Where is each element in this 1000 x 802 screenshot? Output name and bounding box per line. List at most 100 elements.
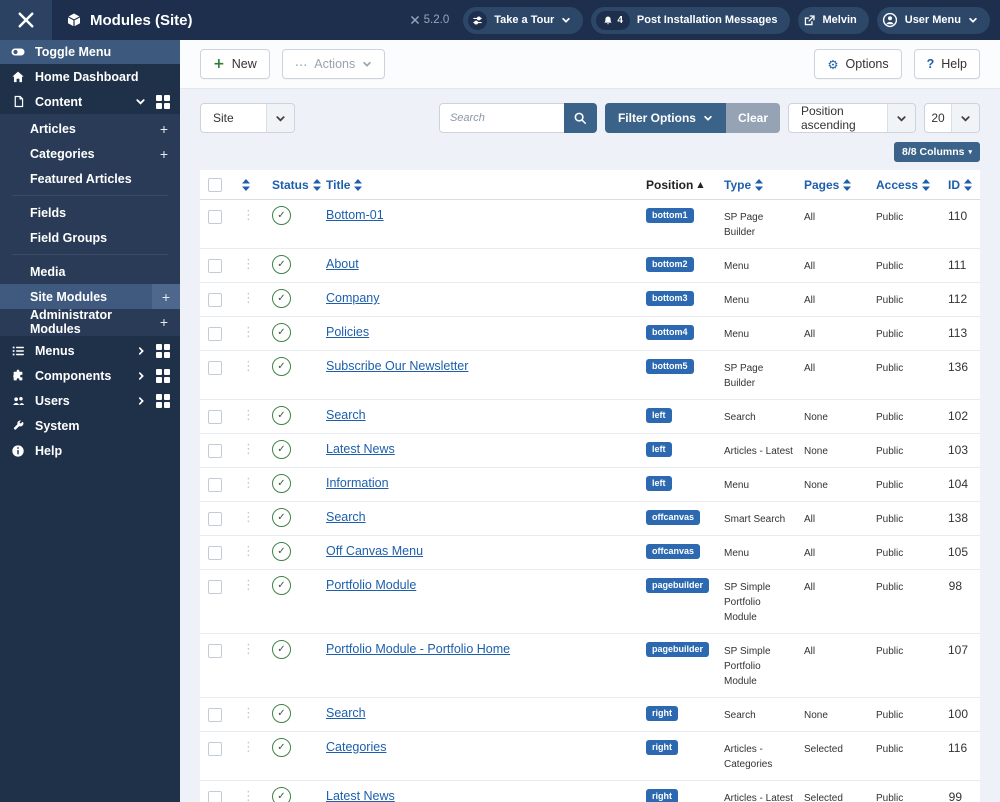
- column-header-type[interactable]: Type: [724, 178, 804, 192]
- row-checkbox[interactable]: [208, 708, 222, 722]
- status-published-icon[interactable]: ✓: [272, 738, 291, 757]
- status-published-icon[interactable]: ✓: [272, 255, 291, 274]
- row-checkbox[interactable]: [208, 293, 222, 307]
- row-checkbox[interactable]: [208, 791, 222, 802]
- drag-handle-icon[interactable]: ⋮: [242, 740, 255, 755]
- sidebar-item-field-groups[interactable]: Field Groups: [30, 230, 108, 245]
- module-title-link[interactable]: Subscribe Our Newsletter: [326, 359, 469, 373]
- module-title-link[interactable]: Information: [326, 476, 389, 490]
- sidebar-item-menus[interactable]: Menus: [0, 338, 180, 363]
- drag-handle-icon[interactable]: ⋮: [242, 208, 255, 223]
- toggle-menu-button[interactable]: Toggle Menu: [0, 40, 180, 64]
- row-checkbox[interactable]: [208, 644, 222, 658]
- sidebar-item-components[interactable]: Components: [0, 363, 180, 388]
- add-category-icon[interactable]: +: [159, 145, 168, 162]
- add-site-module-icon[interactable]: +: [161, 288, 171, 305]
- status-published-icon[interactable]: ✓: [272, 406, 291, 425]
- columns-toggle-button[interactable]: 8/8 Columns ▾: [894, 142, 980, 162]
- joomla-logo-button[interactable]: [0, 0, 52, 40]
- module-title-link[interactable]: Search: [326, 706, 366, 720]
- row-checkbox[interactable]: [208, 361, 222, 375]
- row-checkbox[interactable]: [208, 546, 222, 560]
- sidebar-item-fields[interactable]: Fields: [30, 205, 67, 220]
- drag-handle-icon[interactable]: ⋮: [242, 325, 255, 340]
- drag-handle-icon[interactable]: ⋮: [242, 408, 255, 423]
- drag-handle-icon[interactable]: ⋮: [242, 476, 255, 491]
- sidebar-item-users[interactable]: Users: [0, 388, 180, 413]
- column-header-title[interactable]: Title: [326, 178, 646, 192]
- select-all-checkbox[interactable]: [208, 177, 222, 192]
- status-published-icon[interactable]: ✓: [272, 640, 291, 659]
- sidebar-item-system[interactable]: System: [0, 413, 180, 438]
- module-title-link[interactable]: Off Canvas Menu: [326, 544, 424, 558]
- row-checkbox[interactable]: [208, 327, 222, 341]
- content-dashboard-icon[interactable]: [156, 94, 170, 109]
- status-published-icon[interactable]: ✓: [272, 440, 291, 459]
- sidebar-item-content[interactable]: Content: [0, 89, 180, 114]
- menus-dashboard-icon[interactable]: [156, 343, 170, 358]
- status-published-icon[interactable]: ✓: [272, 704, 291, 723]
- status-published-icon[interactable]: ✓: [272, 508, 291, 527]
- drag-handle-icon[interactable]: ⋮: [242, 578, 255, 593]
- new-button[interactable]: + New: [200, 49, 270, 79]
- status-published-icon[interactable]: ✓: [272, 323, 291, 342]
- row-checkbox[interactable]: [208, 742, 222, 756]
- add-administrator-module-icon[interactable]: +: [159, 313, 168, 330]
- module-title-link[interactable]: Policies: [326, 325, 370, 339]
- search-input[interactable]: [438, 103, 564, 133]
- row-checkbox[interactable]: [208, 444, 222, 458]
- column-header-pages[interactable]: Pages: [804, 178, 876, 192]
- module-title-link[interactable]: Portfolio Module - Portfolio Home: [326, 642, 511, 656]
- status-published-icon[interactable]: ✓: [272, 787, 291, 802]
- column-header-status[interactable]: Status: [272, 178, 326, 192]
- status-published-icon[interactable]: ✓: [272, 474, 291, 493]
- column-header-id[interactable]: ID: [948, 178, 982, 192]
- row-checkbox[interactable]: [208, 512, 222, 526]
- module-title-link[interactable]: Bottom-01: [326, 208, 384, 222]
- drag-handle-icon[interactable]: ⋮: [242, 257, 255, 272]
- user-menu-button[interactable]: User Menu: [876, 6, 990, 34]
- users-dashboard-icon[interactable]: [156, 393, 170, 408]
- drag-handle-icon[interactable]: ⋮: [242, 291, 255, 306]
- preview-site-button[interactable]: Melvin: [797, 6, 869, 34]
- sidebar-item-home-dashboard[interactable]: Home Dashboard: [0, 64, 180, 89]
- sidebar-item-administrator-modules[interactable]: Administrator Modules +: [30, 307, 168, 336]
- sidebar-item-categories[interactable]: Categories +: [30, 145, 168, 162]
- components-dashboard-icon[interactable]: [156, 368, 170, 383]
- module-title-link[interactable]: Search: [326, 408, 366, 422]
- row-checkbox[interactable]: [208, 478, 222, 492]
- module-title-link[interactable]: Search: [326, 510, 366, 524]
- post-installation-messages-button[interactable]: 4 Post Installation Messages: [591, 6, 790, 34]
- status-published-icon[interactable]: ✓: [272, 357, 291, 376]
- sidebar-item-media[interactable]: Media: [30, 264, 66, 279]
- module-title-link[interactable]: Categories: [326, 740, 387, 754]
- row-checkbox[interactable]: [208, 259, 222, 273]
- status-published-icon[interactable]: ✓: [272, 542, 291, 561]
- list-limit-select[interactable]: 20: [924, 103, 980, 133]
- drag-handle-icon[interactable]: ⋮: [242, 789, 255, 802]
- module-title-link[interactable]: Portfolio Module: [326, 578, 417, 592]
- options-button[interactable]: ⚙ Options: [814, 49, 902, 79]
- client-select[interactable]: Site: [200, 103, 295, 133]
- sidebar-item-site-modules[interactable]: Site Modules +: [0, 284, 180, 309]
- status-published-icon[interactable]: ✓: [272, 576, 291, 595]
- drag-handle-icon[interactable]: ⋮: [242, 442, 255, 457]
- module-title-link[interactable]: Latest News: [326, 789, 395, 802]
- column-header-ordering[interactable]: [242, 178, 272, 191]
- module-title-link[interactable]: About: [326, 257, 359, 271]
- take-a-tour-button[interactable]: Take a Tour: [463, 6, 584, 34]
- add-article-icon[interactable]: +: [159, 120, 168, 137]
- filter-options-button[interactable]: Filter Options: [604, 103, 726, 133]
- drag-handle-icon[interactable]: ⋮: [242, 510, 255, 525]
- status-published-icon[interactable]: ✓: [272, 289, 291, 308]
- sidebar-item-help[interactable]: Help: [0, 438, 180, 463]
- status-published-icon[interactable]: ✓: [272, 206, 291, 225]
- module-title-link[interactable]: Latest News: [326, 442, 395, 456]
- search-submit-button[interactable]: [563, 103, 597, 133]
- column-header-position-active-sort[interactable]: Position ▲: [646, 177, 704, 192]
- row-checkbox[interactable]: [208, 410, 222, 424]
- actions-button[interactable]: ⋯ Actions: [281, 49, 386, 79]
- sidebar-item-featured-articles[interactable]: Featured Articles: [30, 171, 132, 186]
- drag-handle-icon[interactable]: ⋮: [242, 706, 255, 721]
- sort-select[interactable]: Position ascending: [788, 103, 916, 133]
